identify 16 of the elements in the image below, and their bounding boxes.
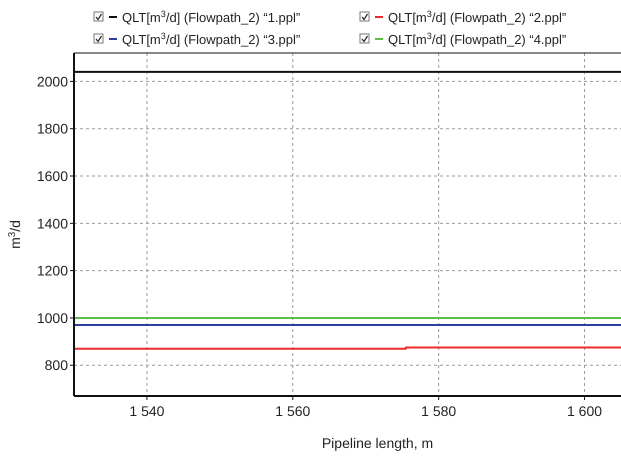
legend-label: QLT[m$^{3}$/d] (Flowpath_2) “4.ppl” <box>388 31 566 47</box>
y-tick-label: 800 <box>44 357 68 374</box>
legend-label: QLT[m$^{3}$/d] (Flowpath_2) “1.ppl” <box>122 9 300 25</box>
x-tick-label: 1 580 <box>421 403 456 419</box>
y-tick-label: 1400 <box>36 215 68 232</box>
x-tick-label: 1 600 <box>567 403 602 419</box>
legend-label: QLT[m$^{3}$/d] (Flowpath_2) “2.ppl” <box>388 9 566 25</box>
x-tick-label: 1 540 <box>129 403 165 419</box>
y-tick-label: 1200 <box>36 262 68 279</box>
y-tick-label: 1800 <box>36 120 68 137</box>
y-tick-label: 1600 <box>36 168 68 184</box>
x-axis-title: Pipeline length, m <box>322 435 434 451</box>
legend-label: QLT[m$^{3}$/d] (Flowpath_2) “3.ppl” <box>122 31 300 47</box>
x-tick-label: 1 560 <box>275 403 311 419</box>
y-tick-label: 2000 <box>36 73 68 90</box>
y-tick-label: 1000 <box>36 310 68 326</box>
